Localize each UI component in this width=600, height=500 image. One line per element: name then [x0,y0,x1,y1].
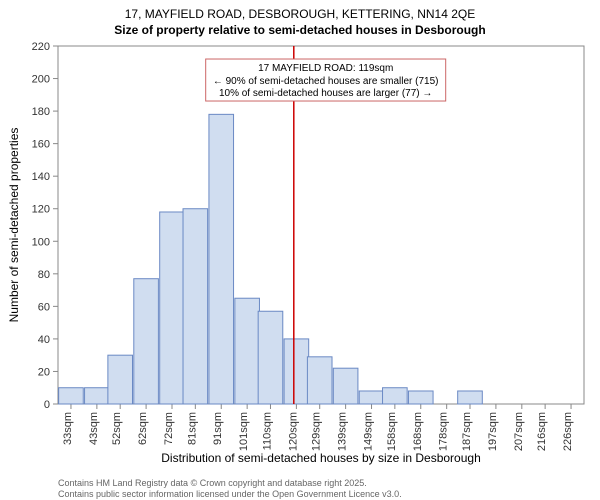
histogram-bar [85,388,110,404]
x-tick-label: 91sqm [212,412,224,445]
histogram-bar [333,368,358,404]
histogram-bar [160,212,185,404]
histogram-bar [258,311,283,404]
x-axis-label: Distribution of semi-detached houses by … [161,451,481,465]
x-tick-label: 197sqm [487,412,499,451]
x-tick-label: 178sqm [438,412,450,451]
histogram-bar [134,279,159,404]
x-tick-label: 139sqm [337,412,349,451]
chart-container: 17, MAYFIELD ROAD, DESBOROUGH, KETTERING… [0,0,600,500]
x-tick-label: 226sqm [562,412,574,451]
histogram-bar [408,391,433,404]
histogram-bar [235,298,260,404]
y-tick-label: 40 [38,334,50,346]
y-tick-label: 60 [38,301,50,313]
y-tick-label: 200 [32,74,50,86]
histogram-bar [458,391,483,404]
annotation-line3: 10% of semi-detached houses are larger (… [219,88,432,99]
x-tick-label: 129sqm [311,412,323,451]
y-tick-label: 100 [32,236,50,248]
y-tick-label: 80 [38,269,50,281]
x-tick-label: 81sqm [186,412,198,445]
chart-svg: 17, MAYFIELD ROAD, DESBOROUGH, KETTERING… [0,0,600,500]
x-tick-label: 207sqm [513,412,525,451]
histogram-bar [108,355,133,404]
x-tick-label: 62sqm [137,412,149,445]
x-tick-label: 101sqm [238,412,250,451]
x-tick-label: 216sqm [536,412,548,451]
histogram-bar [183,209,208,404]
annotation-line1: 17 MAYFIELD ROAD: 119sqm [258,63,393,74]
histogram-bar [383,388,408,404]
x-tick-label: 110sqm [261,412,273,450]
histogram-bar [284,339,309,404]
y-tick-label: 120 [32,204,50,216]
x-tick-label: 187sqm [461,412,473,451]
x-tick-label: 158sqm [386,412,398,451]
y-tick-label: 20 [38,366,50,378]
x-tick-label: 120sqm [287,412,299,451]
y-tick-label: 0 [44,399,50,411]
x-tick-label: 72sqm [163,412,175,445]
x-tick-label: 149sqm [363,412,375,451]
histogram-bar [59,388,84,404]
annotation-line2: ← 90% of semi-detached houses are smalle… [213,76,439,87]
y-tick-label: 140 [32,171,50,183]
histogram-bar [209,114,234,404]
x-tick-label: 52sqm [111,412,123,445]
x-tick-label: 33sqm [62,412,74,445]
footnote-2: Contains public sector information licen… [58,489,402,499]
y-axis-label: Number of semi-detached properties [7,128,21,323]
y-tick-label: 160 [32,139,50,151]
title-line1: 17, MAYFIELD ROAD, DESBOROUGH, KETTERING… [125,7,476,21]
histogram-bar [359,391,384,404]
y-tick-label: 180 [32,106,50,118]
histogram-bar [307,357,332,404]
x-tick-label: 43sqm [88,412,100,445]
y-tick-label: 220 [32,41,50,53]
footnote-1: Contains HM Land Registry data © Crown c… [58,478,367,488]
title-line2: Size of property relative to semi-detach… [114,23,485,37]
x-tick-label: 168sqm [412,412,424,451]
